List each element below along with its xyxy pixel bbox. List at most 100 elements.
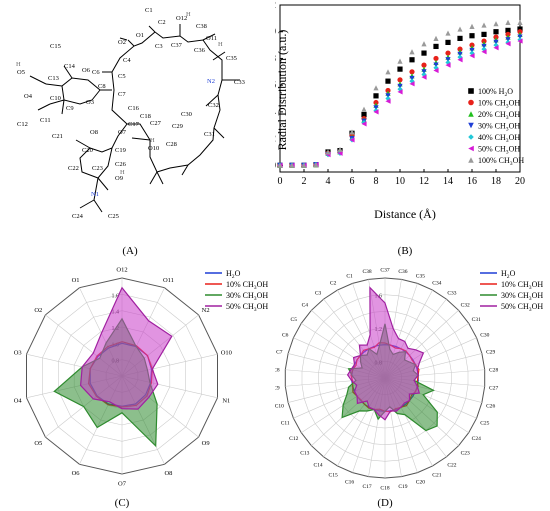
data-point: [373, 85, 379, 91]
atom-label-hydrogen: H: [150, 137, 155, 144]
data-point: [337, 150, 343, 156]
atom-label-hydrogen: H: [120, 169, 125, 176]
data-point: [445, 50, 451, 56]
atom-label: C22: [68, 165, 79, 172]
axis-label: O8: [164, 470, 172, 477]
atom-label: O8: [90, 129, 98, 136]
atom-label: O5: [17, 69, 25, 76]
atom-label: O6: [82, 67, 91, 74]
atom-label: C13: [48, 75, 59, 82]
data-point: [481, 31, 487, 37]
axis-label: C6: [282, 333, 289, 339]
atom-label: C29: [172, 123, 183, 130]
data-point: [457, 51, 463, 58]
data-point: [385, 87, 391, 94]
atom-label: C38: [196, 23, 207, 30]
atom-label-hydrogen: H: [186, 11, 191, 18]
x-tick-label: 4: [326, 176, 331, 187]
axis-label: O9: [202, 440, 210, 447]
axis-label: C34: [432, 281, 441, 287]
data-point: [385, 93, 391, 99]
axis-label: O4: [14, 397, 23, 404]
atom-label: C2: [158, 19, 166, 26]
legend-label: 30% CH3OH: [226, 291, 268, 302]
data-point: [481, 38, 487, 44]
atom-label: C24: [72, 213, 84, 220]
data-point: [469, 47, 475, 54]
data-point: [469, 33, 475, 39]
axis-label: C5: [291, 317, 298, 323]
x-tick-label: 20: [515, 176, 525, 187]
data-point: [385, 95, 391, 102]
molecule-structure: C1 C2 O1 O12 C38 O11 C36 C37 C35 C3 C4 O…: [16, 7, 245, 257]
atom-label: C14: [64, 63, 76, 70]
legend-marker: [468, 145, 474, 152]
data-point: [505, 27, 511, 33]
legend-label: 50% CH3OH: [478, 145, 520, 156]
axis-label: C28: [489, 367, 498, 373]
atom-label: C30: [181, 111, 192, 118]
axis-label: C17: [362, 484, 371, 490]
data-point: [481, 49, 487, 55]
data-point: [409, 57, 415, 63]
data-point: [433, 67, 439, 74]
atom-label: C12: [17, 121, 28, 128]
atom-label: C37: [171, 42, 183, 49]
data-point: [457, 35, 463, 41]
atom-label: C17: [128, 121, 140, 128]
panel-label-d: (D): [377, 497, 393, 509]
data-point: [421, 62, 427, 68]
axis-label: C36: [398, 269, 407, 275]
legend-label: 10% CH3OH: [501, 280, 543, 291]
data-point: [481, 43, 487, 50]
data-point: [493, 34, 499, 40]
axis-label: C12: [289, 436, 298, 442]
axis-label: C8: [275, 367, 280, 373]
y-tick-label: 0.6: [275, 80, 276, 91]
data-point: [421, 74, 427, 80]
axis-label: C13: [300, 450, 309, 456]
axis-label: O12: [116, 267, 127, 274]
data-point: [301, 162, 307, 168]
data-point: [517, 19, 523, 25]
axis-label: C33: [447, 290, 456, 296]
data-point: [397, 86, 403, 92]
data-point: [445, 39, 451, 46]
legend-label: 50% CH3OH: [501, 302, 543, 313]
axis-label: C35: [416, 273, 425, 279]
data-point: [277, 162, 283, 168]
axis-label: O5: [34, 440, 42, 447]
legend-label: 20% CH3OH: [478, 110, 520, 121]
atom-label: C16: [128, 105, 140, 112]
atom-label: O9: [115, 175, 123, 182]
atom-label: C18: [140, 113, 151, 120]
panel-label-b: (B): [398, 245, 413, 257]
atom-label: C9: [66, 105, 74, 112]
data-point: [385, 98, 391, 104]
axis-label: C38: [362, 269, 371, 275]
data-point: [397, 89, 403, 95]
data-point: [517, 38, 523, 44]
legend-marker: [468, 88, 474, 94]
axis-label: C27: [489, 386, 498, 392]
radar-series: [346, 286, 425, 421]
data-point: [349, 137, 355, 143]
atom-label: C1: [145, 7, 153, 14]
atom-label: O12: [176, 15, 187, 22]
data-point: [421, 41, 427, 47]
data-point: [349, 129, 355, 135]
atom-label: N1: [91, 191, 99, 198]
radial-distribution-chart: 0 2 4 6 8 10 12 14 16 18 20 0.0 0.2 0.4 0.6 0.8 1.0 1.2 1…: [275, 0, 525, 257]
legend-marker: [468, 122, 474, 129]
data-point: [457, 26, 463, 32]
atom-label: C4: [123, 57, 131, 64]
axis-label: C15: [329, 472, 338, 478]
legend-label: 30% CH3OH: [478, 122, 520, 133]
data-point: [457, 57, 463, 63]
data-point: [493, 29, 499, 35]
axis-label: C14: [313, 463, 322, 469]
axis-label: C2: [330, 281, 337, 287]
data-point: [505, 37, 511, 43]
carbon-radar-chart: C37 C36 C35 C34 C33 C32 C31 C30 C29 C28 C27 C26 C25 C…: [275, 268, 543, 510]
data-point: [373, 105, 379, 111]
